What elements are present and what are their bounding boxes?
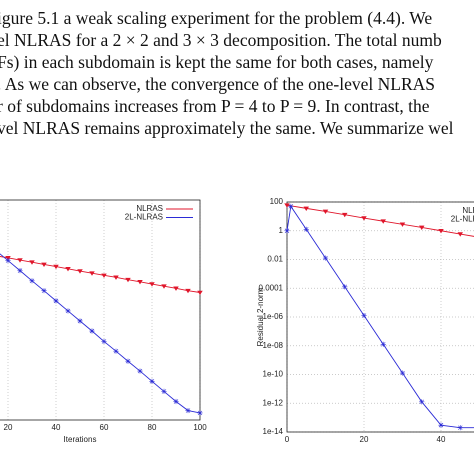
data-point [29, 278, 35, 284]
text-line: . As we can observe, the convergence of … [0, 74, 436, 94]
data-point [419, 225, 425, 231]
text-line: Fs) in each subdomain is kept the same f… [0, 52, 434, 72]
data-point [161, 284, 167, 289]
x-tick-label: 60 [100, 423, 109, 432]
legend-label: NLRAS [136, 204, 163, 213]
data-point [137, 368, 143, 374]
data-point [53, 264, 59, 270]
x-axis-label: Iterations [64, 435, 97, 444]
data-point [303, 206, 309, 211]
data-point [125, 358, 131, 364]
x-tick-label: 0 [285, 435, 290, 444]
y-tick-label: 0.0001 [259, 283, 284, 292]
text-line: igure 5.1 a weak scaling experiment for … [0, 8, 433, 28]
data-point [41, 262, 47, 268]
data-point [361, 216, 367, 221]
plot-frame [286, 201, 474, 433]
data-point [149, 378, 155, 384]
legend-label: NLRAS [462, 206, 474, 215]
x-tick-label: 40 [437, 435, 446, 444]
data-point [185, 288, 191, 294]
data-point [380, 341, 386, 347]
x-tick-label: 100 [193, 423, 207, 432]
data-point [89, 271, 95, 276]
data-point [53, 298, 59, 304]
data-point [361, 312, 367, 319]
plot-frame [0, 199, 201, 421]
data-point [322, 255, 329, 261]
data-point [101, 273, 107, 278]
data-point [65, 266, 71, 272]
x-tick-label: 40 [52, 423, 61, 432]
data-point [173, 398, 179, 405]
data-point [17, 258, 23, 263]
series-line [286, 204, 474, 237]
data-point [342, 284, 348, 290]
data-point [380, 219, 386, 224]
data-point [288, 203, 294, 209]
data-point [438, 422, 444, 428]
series-line [0, 253, 201, 414]
y-tick-label: 1e-06 [263, 312, 284, 321]
legend-label: 2L-NLRAS [451, 215, 474, 224]
data-point [342, 212, 348, 218]
data-point [125, 277, 131, 283]
data-point [137, 280, 143, 285]
text-line: el NLRAS for a 2 × 2 and 3 × 3 decomposi… [0, 30, 442, 50]
data-point [77, 318, 83, 324]
y-tick-label: 0.01 [267, 255, 283, 264]
data-point [438, 228, 444, 234]
y-tick-label: 1e-08 [263, 341, 284, 350]
data-point [17, 268, 23, 274]
data-point [149, 282, 155, 287]
data-point [185, 407, 191, 414]
x-tick-label: 80 [148, 423, 157, 432]
data-point [113, 348, 119, 354]
text-line: vel NLRAS remains approximately the same… [0, 118, 454, 138]
data-point [399, 370, 406, 376]
y-tick-label: 1 [279, 226, 284, 235]
data-point [41, 288, 47, 294]
data-point [284, 203, 290, 208]
text-line: r of subdomains increases from P = 4 to … [0, 96, 430, 116]
data-point [419, 399, 425, 405]
data-point [284, 228, 290, 234]
data-point [101, 338, 107, 345]
data-point [5, 257, 11, 264]
data-point [197, 290, 203, 296]
data-point [303, 226, 309, 232]
data-point [399, 222, 406, 227]
data-point [322, 209, 329, 215]
x-tick-label: 20 [360, 435, 369, 444]
data-point [29, 260, 35, 265]
y-tick-label: 100 [270, 197, 284, 206]
data-point [77, 269, 83, 274]
data-point [457, 232, 463, 237]
data-point [197, 410, 203, 416]
y-tick-label: 1e-14 [263, 427, 284, 436]
x-tick-label: 20 [4, 423, 13, 432]
data-point [173, 286, 179, 291]
data-point [113, 275, 119, 280]
data-point [457, 425, 463, 431]
legend-label: 2L-NLRAS [125, 213, 163, 222]
y-axis-label: Residual 2-norm [256, 287, 265, 346]
data-point [161, 388, 167, 395]
y-tick-label: 1e-10 [263, 370, 284, 379]
series-line [0, 256, 201, 293]
data-point [65, 308, 71, 314]
data-point [89, 328, 95, 334]
y-tick-label: 1e-12 [263, 398, 284, 407]
